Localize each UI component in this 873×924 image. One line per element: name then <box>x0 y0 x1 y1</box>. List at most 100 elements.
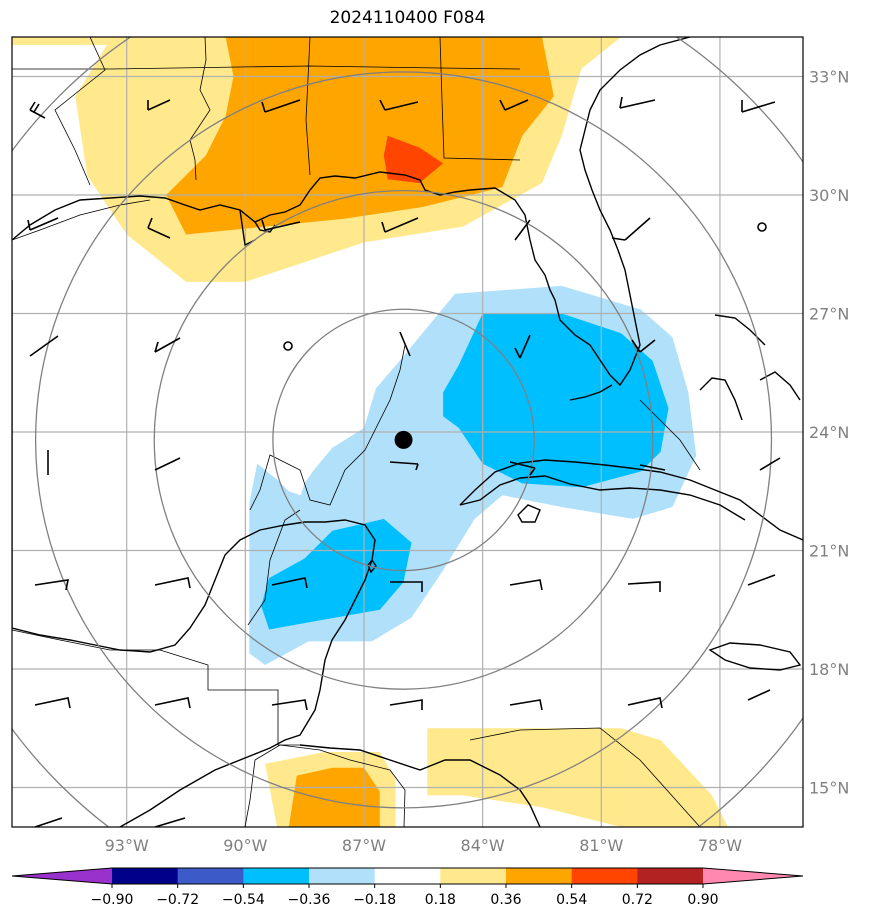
latitude-tick-label: 18°N <box>809 660 849 679</box>
colorbar-segment <box>571 868 638 884</box>
mexico-border <box>12 199 151 241</box>
cozumel <box>367 558 377 574</box>
anomaly-contour-fill <box>443 313 669 488</box>
state-border <box>54 37 106 186</box>
colorbar-segment <box>177 868 244 884</box>
central-america-border <box>244 744 406 827</box>
colorbar-tick-label: 0.54 <box>556 892 587 908</box>
wind-barb <box>514 219 531 241</box>
colorbar-segment <box>506 868 573 884</box>
political-borders <box>12 37 701 827</box>
latitude-tick-label: 27°N <box>809 305 849 324</box>
wind-barb <box>261 219 301 231</box>
wind-barb <box>29 101 46 119</box>
colorbar-tick-label: 0.36 <box>490 892 521 908</box>
wind-barb <box>271 577 308 589</box>
range-ring <box>272 308 535 572</box>
isla-juventud <box>517 504 541 523</box>
state-border <box>305 37 311 176</box>
colorbar-tick-label: −0.90 <box>91 892 134 908</box>
wind-barb <box>509 699 543 711</box>
wind-barb <box>509 461 536 476</box>
colorbar-tick-label: 0.90 <box>687 892 718 908</box>
colorbar-tick-label: 0.72 <box>622 892 653 908</box>
wind-barb <box>379 99 419 111</box>
colorbar-extend-high <box>703 868 803 884</box>
range-ring <box>34 71 773 809</box>
state-border <box>12 65 521 70</box>
wind-barb <box>381 217 419 233</box>
wind-barb <box>514 334 531 359</box>
wind-barb <box>34 697 71 709</box>
gridlines <box>12 37 803 827</box>
wind-barb <box>27 217 59 231</box>
wind-barb <box>619 96 656 109</box>
latitude-tick-label: 21°N <box>809 542 849 561</box>
mexico-state-border <box>247 509 301 626</box>
mexico-state-border <box>249 344 406 511</box>
colorbar-segment <box>309 868 376 884</box>
central-america-coast <box>299 744 541 827</box>
guatemala-border <box>12 629 300 746</box>
colorbar-tick-label: −0.36 <box>288 892 331 908</box>
longitude-tick-label: 84°W <box>461 836 505 855</box>
wind-barb <box>499 99 529 111</box>
cuba-province-border <box>639 399 701 471</box>
colorbar-segment <box>243 868 310 884</box>
colorbar-segment <box>112 868 179 884</box>
colorbar-tick-label: −0.54 <box>222 892 265 908</box>
wind-barb <box>627 581 661 592</box>
latitude-tick-label: 30°N <box>809 186 849 205</box>
colorbar-segment <box>440 868 507 884</box>
longitude-tick-label: 78°W <box>698 836 742 855</box>
wind-barb <box>261 99 301 113</box>
wind-barb <box>399 331 411 357</box>
anomaly-contour-fill <box>383 135 444 184</box>
latitude-tick-label: 24°N <box>809 423 849 442</box>
wind-barb <box>390 581 423 592</box>
latitude-tick-label: 15°N <box>809 779 849 798</box>
wind-barb <box>34 579 70 591</box>
honduras-border <box>469 727 701 827</box>
calm-wind-markers <box>283 222 767 351</box>
axis-ticks: 93°W 90°W 87°W 84°W 81°W 78°W 33°N 30°N 27°N 24°N… <box>105 68 850 856</box>
state-border <box>189 37 211 181</box>
colorbar-tick-label: −0.72 <box>156 892 199 908</box>
wind-barb <box>741 100 776 113</box>
anomaly-contour-fill <box>288 767 380 827</box>
wind-barb <box>147 99 171 111</box>
wind-barb <box>627 697 663 709</box>
wind-barb <box>389 461 419 471</box>
longitude-tick-label: 87°W <box>342 836 386 855</box>
wind-barb <box>147 217 171 239</box>
anomaly-fill-layer <box>12 37 728 827</box>
wind-barb <box>29 335 59 357</box>
jamaica <box>708 642 802 671</box>
colorbar-segment <box>374 868 441 884</box>
wind-barb <box>154 577 191 589</box>
state-border <box>439 37 521 161</box>
coastlines <box>12 37 803 827</box>
wind-barb <box>747 689 771 701</box>
storm-center-marker <box>394 430 413 449</box>
colorbar-tick-label: −0.18 <box>353 892 396 908</box>
wind-barb <box>611 217 651 241</box>
longitude-tick-label: 81°W <box>579 836 623 855</box>
latitude-tick-label: 33°N <box>809 68 849 87</box>
anomaly-contour-fill <box>427 728 728 827</box>
wind-barb <box>747 574 776 586</box>
florida-keys <box>569 384 613 401</box>
wind-barb <box>631 339 656 353</box>
wind-barb <box>34 817 63 827</box>
longitude-tick-label: 90°W <box>223 836 267 855</box>
wind-barbs <box>27 96 781 827</box>
wind-barb <box>154 697 191 709</box>
cuba-south-coast <box>459 475 746 521</box>
longitude-tick-label: 93°W <box>105 836 149 855</box>
wind-barb <box>509 579 543 591</box>
wind-barb <box>389 699 423 710</box>
wind-barb <box>154 457 181 471</box>
wind-barb <box>154 337 181 353</box>
